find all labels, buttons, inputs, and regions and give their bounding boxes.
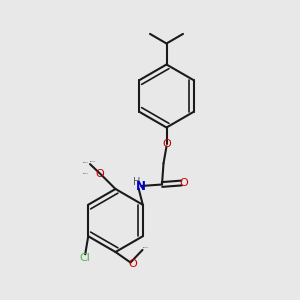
Text: O: O [128,259,137,269]
Text: N: N [135,180,146,194]
Text: methoxy: methoxy [83,162,89,163]
Text: H: H [133,177,140,188]
Text: O: O [162,139,171,149]
Text: methoxy: methoxy [83,173,89,174]
Text: methoxy: methoxy [90,160,96,162]
Text: O: O [179,178,188,188]
Text: O: O [95,169,104,179]
Text: methoxy: methoxy [142,246,149,247]
Text: Cl: Cl [80,253,91,263]
